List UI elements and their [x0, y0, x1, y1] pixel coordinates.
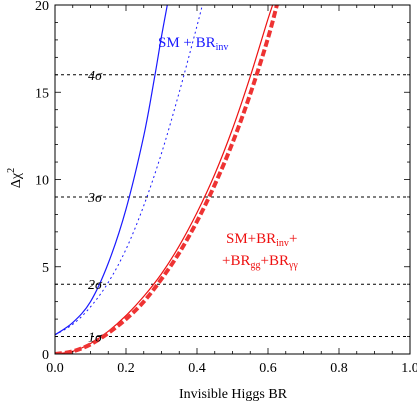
y-tick-label: 15: [35, 86, 49, 101]
y-tick-label: 10: [35, 174, 49, 189]
x-axis-title: Invisible Higgs BR: [179, 387, 288, 402]
series-blue-solid: [55, 5, 168, 336]
x-tick-label: 0.4: [188, 361, 206, 376]
series-red-thick-dashed: [55, 5, 279, 354]
y-tick-label: 5: [42, 261, 49, 276]
y-tick-label: 20: [35, 0, 49, 14]
series-red-solid: [55, 5, 274, 354]
red-series-label-line1: SM+BRinv+: [226, 231, 297, 249]
sigma-label-1: 1σ: [88, 331, 103, 346]
x-tick-label: 0.6: [259, 361, 277, 376]
y-axis-title: Δχ2: [6, 168, 24, 188]
sigma-label-3: 3σ: [87, 191, 103, 206]
x-tick-label: 0.2: [117, 361, 135, 376]
axis-ticks: [54, 4, 411, 355]
series-layer: [55, 5, 279, 354]
red-series-label-line2: +BRgg+BRγγ: [222, 253, 298, 271]
x-tick-label: 0.0: [46, 361, 64, 376]
sigma-label-2: 2σ: [88, 278, 103, 293]
sigma-label-4: 4σ: [88, 69, 103, 84]
sigma-labels: 1σ 2σ 3σ 4σ: [87, 69, 103, 346]
reference-lines: [55, 74, 410, 338]
blue-series-label: SM + BRinv: [158, 35, 228, 53]
plot-frame: [54, 4, 411, 355]
x-tick-label: 0.8: [330, 361, 348, 376]
x-tick-label: 1.0: [401, 361, 417, 376]
axis-tick-labels: 0.0 0.2 0.4 0.6 0.8 1.0 0 5 10 15 20: [35, 0, 417, 376]
y-tick-label: 0: [42, 348, 49, 363]
